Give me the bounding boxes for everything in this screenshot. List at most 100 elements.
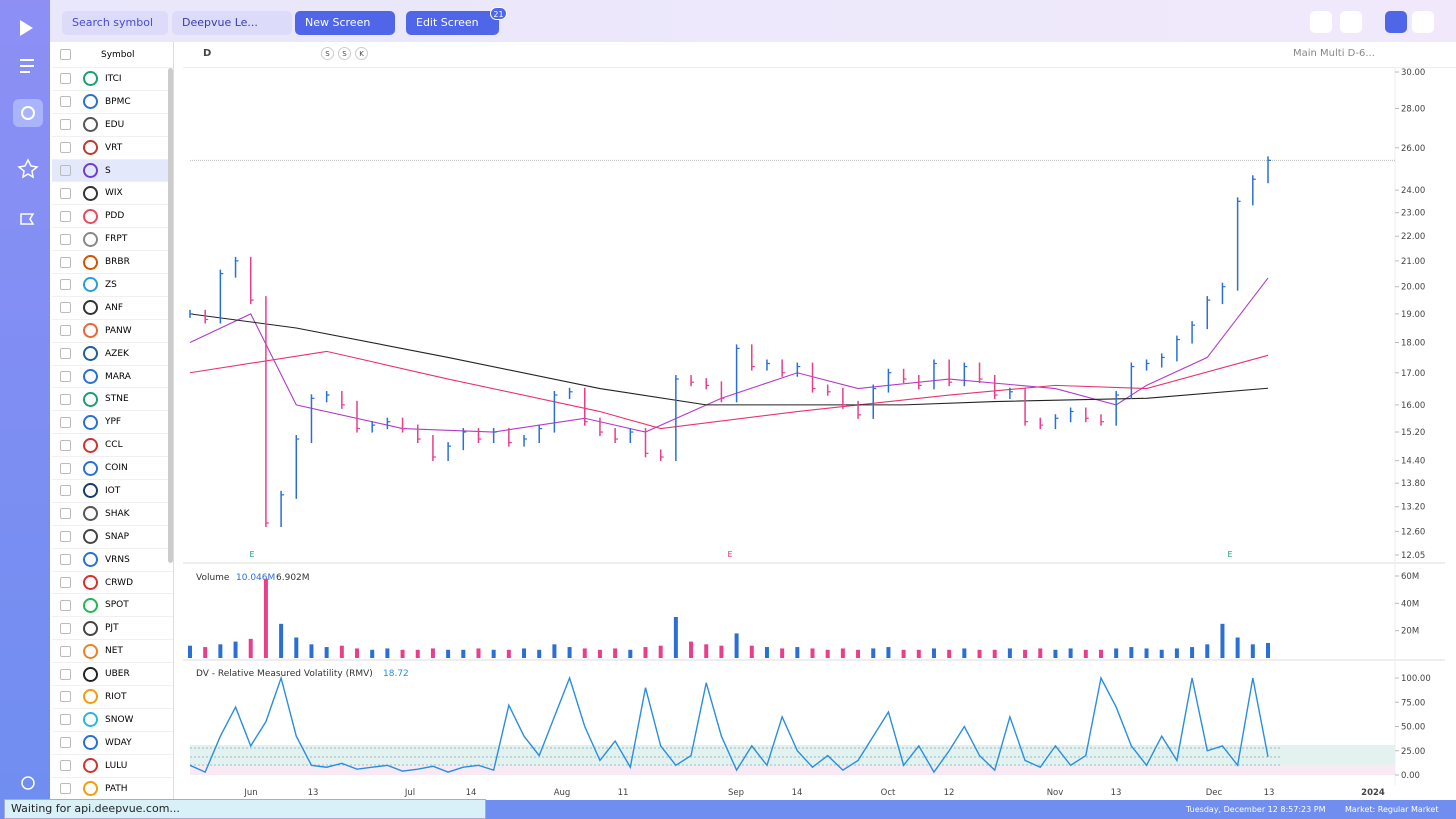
watchlist-row[interactable]: SNAP: [52, 526, 173, 549]
checkbox[interactable]: [60, 96, 71, 108]
watchlist-row[interactable]: CCL: [52, 434, 173, 458]
watchlist-row[interactable]: MARA: [52, 366, 173, 389]
grid-view-button[interactable]: [1412, 11, 1434, 33]
volume-bar: [871, 648, 876, 658]
watchlist-row[interactable]: ANF: [52, 297, 173, 320]
checkbox[interactable]: [60, 416, 71, 428]
symbol-icon: [83, 140, 98, 156]
watchlist-row[interactable]: STNE: [52, 388, 173, 412]
checkbox[interactable]: [60, 210, 71, 222]
checkbox[interactable]: [60, 256, 71, 268]
search-box[interactable]: Search symbol: [62, 11, 168, 35]
checkbox[interactable]: [60, 165, 71, 176]
watchlist-row[interactable]: ZS: [52, 274, 173, 297]
watchlist-row[interactable]: FRPT: [52, 228, 173, 252]
checkbox[interactable]: [60, 668, 71, 680]
checkbox[interactable]: [60, 462, 71, 474]
symbol-icon: [83, 94, 98, 110]
checkbox[interactable]: [60, 554, 71, 566]
x-tick-label: Sep: [728, 788, 744, 798]
x-button[interactable]: [1340, 11, 1362, 33]
volume-bar: [1220, 623, 1225, 658]
checkbox[interactable]: [60, 439, 71, 451]
x-tick-label: 11: [618, 788, 629, 798]
checkbox[interactable]: [60, 485, 71, 497]
watchlist-row[interactable]: LULU: [52, 755, 173, 778]
price-bar: [933, 359, 937, 390]
watchlist-row[interactable]: UBER: [52, 663, 173, 687]
watchlist-row[interactable]: CRWD: [52, 572, 173, 595]
interval[interactable]: D: [203, 48, 212, 59]
symbol-icon: [83, 460, 98, 476]
symbol: VRT: [105, 142, 123, 153]
watchlist-header: Symbol: [52, 42, 173, 68]
watchlist-row[interactable]: SPOT: [52, 594, 173, 618]
volume-bar: [385, 648, 390, 658]
y-tick-label: 40M: [1401, 599, 1419, 609]
checkbox[interactable]: [60, 691, 71, 703]
watchlist-row[interactable]: WDAY: [52, 732, 173, 755]
price-bar: [492, 428, 497, 444]
symbol: S: [105, 165, 111, 176]
symbol: WIX: [105, 188, 123, 199]
checkbox[interactable]: [60, 119, 71, 131]
price-bar: [1009, 387, 1013, 400]
checkbox[interactable]: [60, 531, 71, 543]
watchlist-row[interactable]: WIX: [52, 182, 173, 206]
watchlist-row[interactable]: YPF: [52, 411, 173, 435]
watchlist-row[interactable]: VRNS: [52, 549, 173, 572]
toolbar-button[interactable]: S: [338, 47, 351, 60]
price-bar: [766, 359, 770, 371]
layout-name[interactable]: Main Multi D-6...: [1293, 48, 1375, 59]
price-bar: [887, 368, 892, 393]
watchlist-row[interactable]: PANW: [52, 320, 173, 343]
checkbox[interactable]: [60, 371, 71, 383]
checkbox[interactable]: [60, 508, 71, 520]
edit-screen-button[interactable]: Edit Screen: [406, 11, 499, 35]
checkbox[interactable]: [60, 760, 71, 772]
checkbox[interactable]: [60, 645, 71, 657]
checkbox[interactable]: [60, 577, 71, 589]
watchlist-row[interactable]: RIOT: [52, 686, 173, 709]
y-tick-label: 26.00: [1401, 144, 1425, 154]
volume-bar: [491, 649, 496, 658]
watchlist-row[interactable]: PDD: [52, 205, 173, 229]
share-button[interactable]: [1310, 11, 1332, 33]
checkbox[interactable]: [60, 783, 71, 795]
watchlist-row[interactable]: IOT: [52, 480, 173, 503]
watchlist-row[interactable]: PATH: [52, 778, 173, 801]
watchlist-row[interactable]: SNOW: [52, 709, 173, 732]
checkbox[interactable]: [60, 233, 71, 245]
checkbox[interactable]: [60, 348, 71, 360]
checkbox[interactable]: [60, 142, 71, 154]
checkbox[interactable]: [60, 73, 71, 85]
checkbox[interactable]: [60, 302, 71, 314]
price-bar: [826, 384, 831, 396]
checkbox[interactable]: [60, 393, 71, 405]
checkbox[interactable]: [60, 622, 71, 634]
watchlist-row[interactable]: SHAK: [52, 503, 173, 526]
watchlist-row[interactable]: VRT: [52, 137, 173, 160]
toolbar-button[interactable]: K: [355, 47, 368, 60]
watchlist-row[interactable]: ITCI: [52, 68, 173, 91]
watchlist-row[interactable]: COIN: [52, 457, 173, 481]
screen-tab[interactable]: Deepvue Le...: [172, 11, 292, 35]
new-screen-button[interactable]: New Screen: [295, 11, 395, 35]
toolbar-button[interactable]: S: [321, 47, 334, 60]
watchlist-row[interactable]: AZEK: [52, 343, 173, 366]
checkbox[interactable]: [60, 714, 71, 726]
checkbox[interactable]: [60, 187, 71, 199]
checkbox[interactable]: [60, 279, 71, 291]
watchlist-row[interactable]: S: [52, 159, 173, 183]
watchlist-row[interactable]: PJT: [52, 617, 173, 641]
checkbox[interactable]: [60, 599, 71, 611]
checkbox[interactable]: [60, 737, 71, 749]
clock: Tuesday, December 12 8:57:23 PM: [1186, 805, 1326, 814]
watchlist-row[interactable]: EDU: [52, 114, 173, 137]
checkbox[interactable]: [60, 325, 71, 337]
volume-bar: [537, 649, 542, 658]
watchlist-row[interactable]: BPMC: [52, 91, 173, 114]
watchlist-row[interactable]: NET: [52, 640, 173, 664]
watchlist-row[interactable]: BRBR: [52, 251, 173, 275]
list-view-button[interactable]: [1385, 11, 1407, 33]
